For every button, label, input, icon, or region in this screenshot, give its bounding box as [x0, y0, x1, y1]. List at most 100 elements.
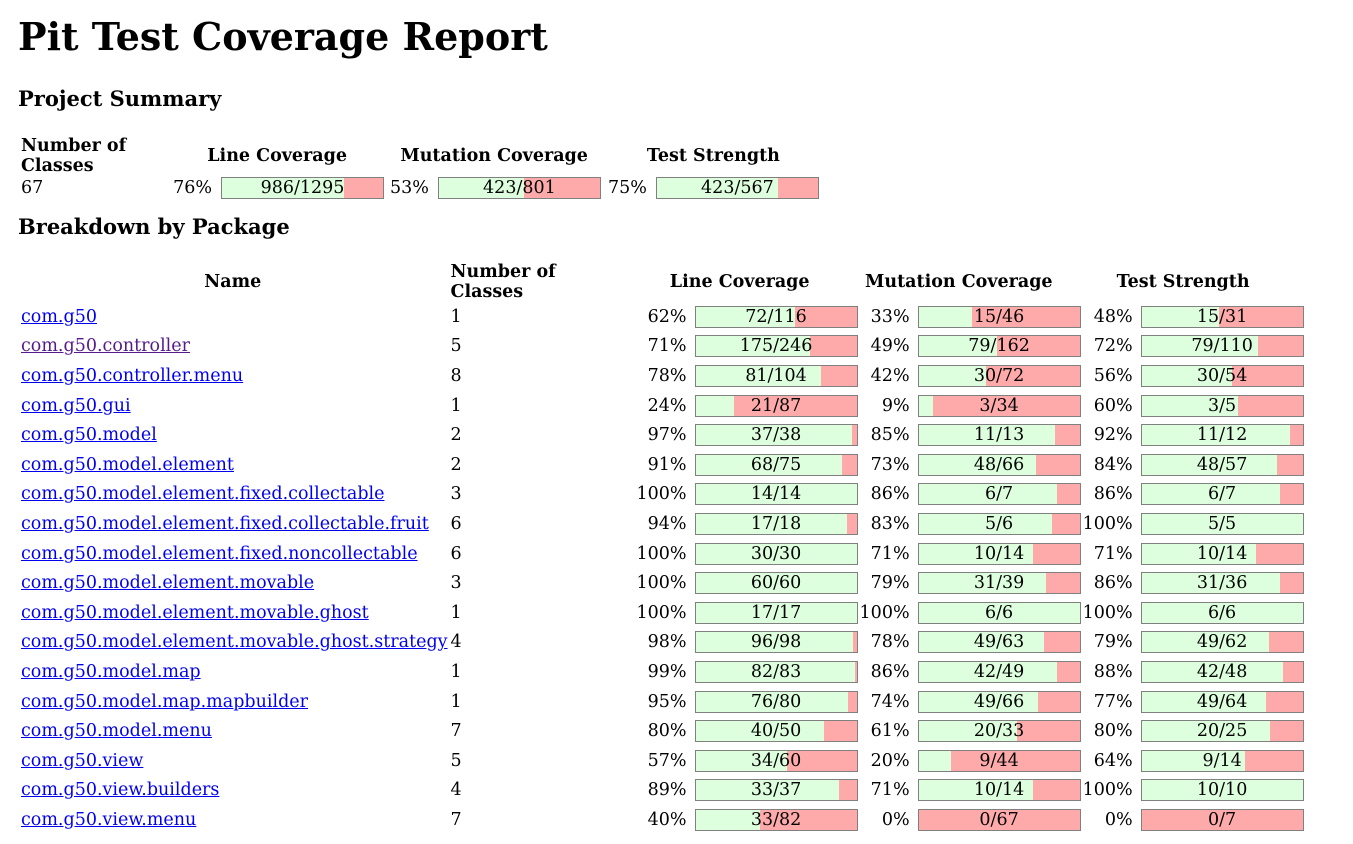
table-row: com.g50.model.menu 7 80% 40/50 61% 20/33 80% 20…	[18, 716, 1306, 746]
package-link[interactable]: com.g50.model	[21, 425, 157, 446]
coverage-bar-fill	[1141, 780, 1303, 801]
package-class-count: 1	[450, 306, 462, 327]
breakdown-body: com.g50 1 62% 72/116 33% 15/46 48% 15/31 com.g50…	[18, 302, 1306, 835]
mutation-coverage-pct: 20%	[870, 750, 910, 771]
package-link[interactable]: com.g50.model.element.movable.ghost	[21, 602, 369, 623]
coverage-bar-label: 423/567	[701, 178, 774, 198]
line-coverage-bar: 33/37	[693, 776, 860, 806]
package-link[interactable]: com.g50.controller	[21, 336, 190, 357]
mutation-coverage-bar: 3/34	[916, 391, 1083, 421]
package-link[interactable]: com.g50.model.element.fixed.collectable.…	[21, 513, 429, 534]
table-row: com.g50.model.element 2 91% 68/75 73% 48/66 84…	[18, 450, 1306, 480]
package-link[interactable]: com.g50.model.element.movable.ghost.stra…	[21, 632, 448, 653]
package-link[interactable]: com.g50.view.menu	[21, 809, 197, 830]
coverage-bar-label: 37/38	[750, 425, 802, 446]
test-strength-bar: 48/57	[1139, 450, 1306, 480]
line-coverage-bar: 60/60	[693, 568, 860, 598]
line-coverage-pct: 78%	[647, 365, 687, 386]
package-link[interactable]: com.g50.model.element.fixed.collectable	[21, 484, 385, 505]
mutation-coverage-bar: 49/66	[916, 687, 1083, 717]
test-strength-pct: 86%	[1093, 573, 1133, 594]
summary-line-bar: 986/1295	[218, 176, 387, 200]
test-strength-pct: 56%	[1093, 365, 1133, 386]
line-coverage-bar: 14/14	[693, 480, 860, 510]
coverage-bar-fill	[1141, 691, 1266, 712]
package-name-cell: com.g50.model.element.fixed.noncollectab…	[18, 539, 448, 569]
package-class-count: 7	[450, 809, 462, 830]
mutation-coverage-bar: 49/63	[916, 628, 1083, 658]
coverage-bar-fill	[1141, 484, 1281, 505]
coverage-bar-fill	[695, 661, 855, 682]
mutation-coverage-pct: 9%	[881, 395, 910, 416]
coverage-bar-label: 76/80	[750, 691, 802, 712]
package-link[interactable]: com.g50.model.element.movable	[21, 573, 315, 594]
coverage-bar-fill	[695, 573, 857, 594]
package-name-cell: com.g50.controller	[18, 332, 448, 362]
package-link[interactable]: com.g50.model.menu	[21, 721, 212, 742]
summary-mutation-pct: 53%	[390, 178, 429, 198]
coverage-bar-label: 31/39	[973, 573, 1025, 594]
test-strength-pct: 84%	[1093, 454, 1133, 475]
mutation-coverage-pct: 85%	[870, 425, 910, 446]
mutation-coverage-pct: 86%	[870, 661, 910, 682]
summary-header-line: Line Coverage	[207, 146, 347, 166]
coverage-bar-label: 79/110	[1191, 336, 1253, 357]
line-coverage-bar: 17/18	[693, 509, 860, 539]
test-strength-pct: 48%	[1093, 306, 1133, 327]
mutation-coverage-pct: 71%	[870, 543, 910, 564]
test-strength-pct: 71%	[1093, 543, 1133, 564]
table-row: com.g50.model.map.mapbuilder 1 95% 76/80 74%…	[18, 687, 1306, 717]
mutation-coverage-pct: 42%	[870, 365, 910, 386]
coverage-bar-label: 5/6	[984, 513, 1014, 534]
coverage-bar-label: 15/46	[973, 306, 1025, 327]
package-link[interactable]: com.g50.model.map.mapbuilder	[21, 691, 308, 712]
test-strength-bar: 31/36	[1139, 568, 1306, 598]
coverage-bar-label: 48/57	[1196, 454, 1248, 475]
coverage-bar-fill	[1141, 306, 1219, 327]
mutation-coverage-pct: 49%	[870, 336, 910, 357]
summary-header-strength: Test Strength	[646, 146, 780, 166]
package-link[interactable]: com.g50.gui	[21, 395, 131, 416]
coverage-bar-label: 48/66	[973, 454, 1025, 475]
project-summary-heading: Project Summary	[18, 86, 222, 111]
coverage-bar-fill	[695, 454, 843, 475]
mutation-coverage-bar: 0/67	[916, 805, 1083, 835]
coverage-bar-fill	[918, 632, 1045, 653]
package-link[interactable]: com.g50.model.element	[21, 454, 234, 475]
coverage-bar-fill	[1141, 365, 1232, 386]
package-link[interactable]: com.g50.controller.menu	[21, 365, 244, 386]
mutation-coverage-bar: 31/39	[916, 568, 1083, 598]
coverage-bar-label: 10/10	[1196, 780, 1248, 801]
coverage-bar-label: 11/13	[973, 425, 1025, 446]
line-coverage-bar: 17/17	[693, 598, 860, 628]
summary-header-classes: Number of Classes	[21, 136, 127, 176]
breakdown-header-mutation: Mutation Coverage	[865, 272, 1053, 292]
table-row: com.g50.controller 5 71% 175/246 49% 79/162 72…	[18, 332, 1306, 362]
line-coverage-pct: 71%	[647, 336, 687, 357]
test-strength-pct: 0%	[1104, 809, 1133, 830]
table-row: com.g50.model.element.movable 3 100% 60/60 7…	[18, 568, 1306, 598]
package-link[interactable]: com.g50.model.map	[21, 661, 201, 682]
summary-classes-value: 67	[21, 178, 44, 198]
coverage-bar-fill	[695, 513, 847, 534]
package-link[interactable]: com.g50.model.element.fixed.noncollectab…	[21, 543, 418, 564]
coverage-bar-label: 10/14	[973, 780, 1025, 801]
mutation-coverage-pct: 83%	[870, 513, 910, 534]
table-row: com.g50.model 2 97% 37/38 85% 11/13 92% 11/12	[18, 420, 1306, 450]
coverage-bar-label: 79/162	[968, 336, 1030, 357]
package-class-count: 1	[450, 691, 462, 712]
coverage-bar-fill	[918, 750, 951, 771]
coverage-bar-fill	[918, 425, 1056, 446]
package-link[interactable]: com.g50.view	[21, 750, 144, 771]
package-link[interactable]: com.g50	[21, 306, 97, 327]
package-link[interactable]: com.g50.view.builders	[21, 780, 220, 801]
table-row: com.g50.model.map 1 99% 82/83 86% 42/49 88% 42/…	[18, 657, 1306, 687]
test-strength-bar: 30/54	[1139, 361, 1306, 391]
coverage-bar-fill	[695, 750, 788, 771]
coverage-bar-fill	[1141, 721, 1271, 742]
mutation-coverage-bar: 42/49	[916, 657, 1083, 687]
package-class-count: 7	[450, 721, 462, 742]
coverage-bar-label: 21/87	[750, 395, 802, 416]
package-name-cell: com.g50.gui	[18, 391, 448, 421]
line-coverage-bar: 76/80	[693, 687, 860, 717]
